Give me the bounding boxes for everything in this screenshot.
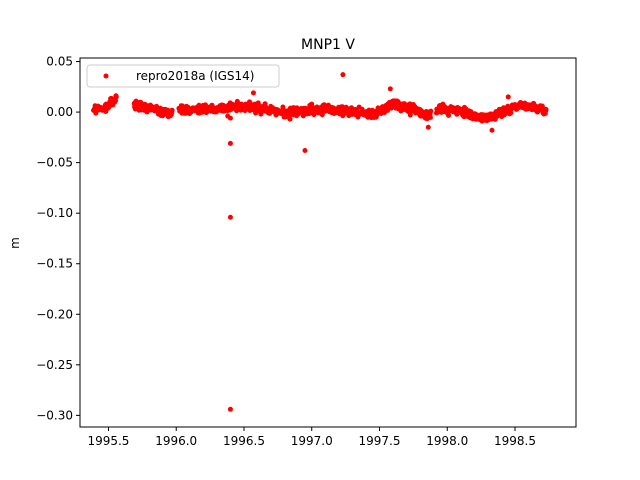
data-point <box>427 114 433 120</box>
legend: repro2018a (IGS14) <box>86 64 280 88</box>
y-tick-label: −0.15 <box>36 257 73 271</box>
x-tick-label: 1998.5 <box>494 434 536 448</box>
legend-box <box>86 64 280 88</box>
data-point <box>169 107 175 113</box>
y-tick-label: −0.30 <box>36 408 73 422</box>
data-point <box>489 127 495 133</box>
x-tick-label: 1995.5 <box>87 434 129 448</box>
data-point <box>287 116 293 122</box>
data-point <box>505 94 511 100</box>
data-point <box>387 86 393 92</box>
legend-marker <box>103 73 109 79</box>
y-tick-label: −0.05 <box>36 156 73 170</box>
legend-label: repro2018a (IGS14) <box>136 69 254 83</box>
y-tick-label: 0.05 <box>46 55 73 69</box>
y-tick-label: 0.00 <box>46 105 73 119</box>
data-point <box>425 124 431 130</box>
data-point <box>508 110 514 116</box>
y-axis: 0.05 0.00 −0.05 −0.10 −0.15 −0.20 −0.25 −0.30 <box>36 55 80 422</box>
y-tick-label: −0.25 <box>36 358 73 372</box>
x-tick-label: 1997.5 <box>358 434 400 448</box>
data-point <box>543 107 549 113</box>
x-tick-label: 1996.5 <box>223 434 265 448</box>
data-point <box>302 148 308 153</box>
data-point <box>428 108 434 114</box>
x-axis: 1995.5 1996.0 1996.5 1997.0 1997.5 1998.0 1998… <box>87 427 536 448</box>
x-tick-label: 1998.0 <box>426 434 468 448</box>
data-point <box>227 214 233 220</box>
data-point <box>227 140 233 146</box>
chart-title: MNP1 V <box>301 37 355 53</box>
data-point <box>225 113 231 119</box>
x-tick-label: 1996.0 <box>155 434 197 448</box>
y-tick-label: −0.20 <box>36 307 73 321</box>
y-tick-label: −0.10 <box>36 206 73 220</box>
data-point <box>227 406 233 412</box>
data-point <box>113 98 119 104</box>
data-point <box>446 112 452 118</box>
data-point <box>407 112 413 118</box>
data-point <box>250 90 256 96</box>
x-tick-label: 1997.0 <box>291 434 333 448</box>
y-axis-label: m <box>8 237 22 249</box>
plot-frame <box>79 57 577 428</box>
data-point <box>113 94 119 100</box>
data-point <box>340 72 346 78</box>
data-point <box>280 104 286 110</box>
data-layer <box>91 72 549 412</box>
